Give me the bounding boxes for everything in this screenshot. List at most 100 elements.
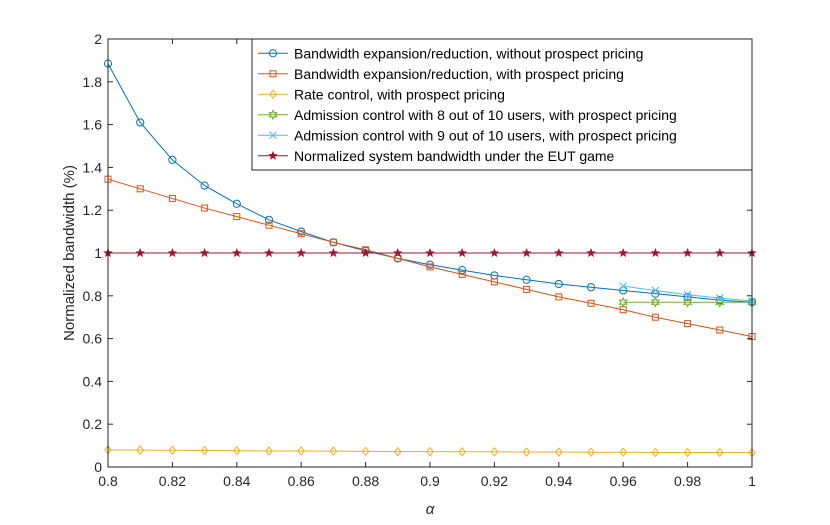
data-point — [682, 296, 693, 308]
data-point — [683, 447, 692, 458]
y-tick-label: 1 — [94, 245, 102, 261]
series-4 — [618, 296, 757, 308]
data-point — [360, 247, 371, 258]
legend-box — [251, 38, 753, 171]
legend-entry: Rate control, with prospect pricing — [258, 86, 505, 102]
y-tick-label: 0.6 — [83, 331, 103, 347]
data-point — [393, 247, 403, 258]
x-tick-label: 0.82 — [159, 473, 186, 489]
data-point — [619, 447, 628, 458]
data-point — [136, 118, 145, 127]
x-axis-label: α — [426, 501, 435, 518]
data-point — [522, 447, 531, 457]
series-2 — [104, 175, 756, 340]
y-axis-label: Normalized bandwidth (%) — [61, 165, 78, 341]
data-point — [586, 247, 596, 258]
data-point — [136, 185, 144, 193]
data-point — [199, 247, 210, 258]
series-line — [107, 178, 753, 337]
data-point — [168, 194, 176, 202]
data-point — [264, 247, 274, 258]
data-point — [393, 446, 402, 457]
legend-marker — [268, 49, 278, 58]
data-point — [521, 247, 532, 258]
data-point — [715, 247, 725, 258]
legend-entry: Bandwidth expansion/reduction, with pros… — [258, 66, 624, 82]
data-point — [136, 445, 145, 455]
data-point — [651, 286, 660, 295]
x-tick-label: 0.94 — [545, 473, 572, 489]
legend-label: Bandwidth expansion/reduction, with pros… — [294, 66, 624, 82]
data-point — [457, 247, 467, 258]
data-point — [167, 247, 178, 258]
x-tick-label: 0.88 — [352, 473, 379, 489]
series-5 — [619, 282, 756, 306]
data-point — [361, 446, 370, 457]
data-point — [618, 296, 628, 308]
legend-marker — [268, 109, 278, 121]
data-point — [329, 238, 338, 247]
x-tick-label: 0.96 — [610, 473, 637, 489]
data-point — [650, 247, 661, 258]
data-point — [265, 221, 273, 229]
data-point — [200, 445, 209, 456]
legend-label: Admission control with 9 out of 10 users… — [294, 127, 677, 143]
data-point — [135, 247, 145, 258]
legend-entry: Normalized system bandwidth under the EU… — [258, 148, 615, 164]
data-point — [715, 296, 725, 308]
data-point — [168, 445, 177, 456]
data-point — [587, 299, 595, 307]
data-point — [425, 260, 435, 269]
data-point — [554, 247, 564, 258]
data-point — [682, 247, 693, 258]
data-point — [715, 294, 724, 302]
data-point — [425, 247, 435, 258]
x-tick-label: 0.8 — [98, 473, 118, 489]
data-point — [587, 447, 595, 458]
data-point — [200, 181, 209, 190]
data-point — [651, 313, 659, 321]
data-point — [296, 247, 306, 258]
data-point — [490, 447, 499, 457]
legend-marker — [269, 89, 277, 100]
data-point — [489, 247, 500, 258]
y-tick-label: 0.8 — [83, 288, 103, 304]
series-1 — [103, 59, 757, 307]
x-tick-label: 0.84 — [223, 473, 250, 489]
legend-marker — [269, 131, 277, 140]
y-tick-label: 1.4 — [83, 159, 103, 175]
data-point — [232, 199, 241, 208]
data-point — [297, 230, 305, 238]
series-layer — [103, 59, 757, 458]
data-point — [619, 282, 628, 291]
data-point — [683, 290, 692, 299]
data-point — [232, 247, 242, 258]
data-point — [328, 247, 339, 258]
legend-label: Admission control with 8 out of 10 users… — [294, 107, 677, 123]
data-point — [458, 270, 466, 278]
legend-marker — [269, 70, 277, 78]
data-point — [458, 266, 467, 275]
data-point — [297, 227, 306, 236]
y-tick-label: 0.2 — [83, 416, 103, 432]
data-point — [233, 213, 241, 221]
data-point — [683, 292, 692, 301]
legend-label: Bandwidth expansion/reduction, without p… — [294, 45, 643, 61]
y-tick-label: 0.4 — [83, 373, 103, 389]
legend-entry: Admission control with 8 out of 10 users… — [258, 107, 677, 123]
data-point — [297, 446, 306, 456]
data-point — [715, 447, 724, 458]
series-3 — [104, 445, 756, 458]
data-point — [716, 326, 724, 334]
data-point — [265, 446, 273, 456]
x-tick-label: 0.86 — [288, 473, 315, 489]
legend-marker — [268, 150, 278, 160]
data-point — [650, 296, 661, 308]
data-point — [426, 263, 434, 271]
data-point — [684, 320, 692, 328]
legend-entry: Bandwidth expansion/reduction, without p… — [258, 45, 643, 61]
data-point — [426, 446, 434, 457]
series-line — [107, 449, 753, 454]
data-point — [329, 446, 338, 456]
